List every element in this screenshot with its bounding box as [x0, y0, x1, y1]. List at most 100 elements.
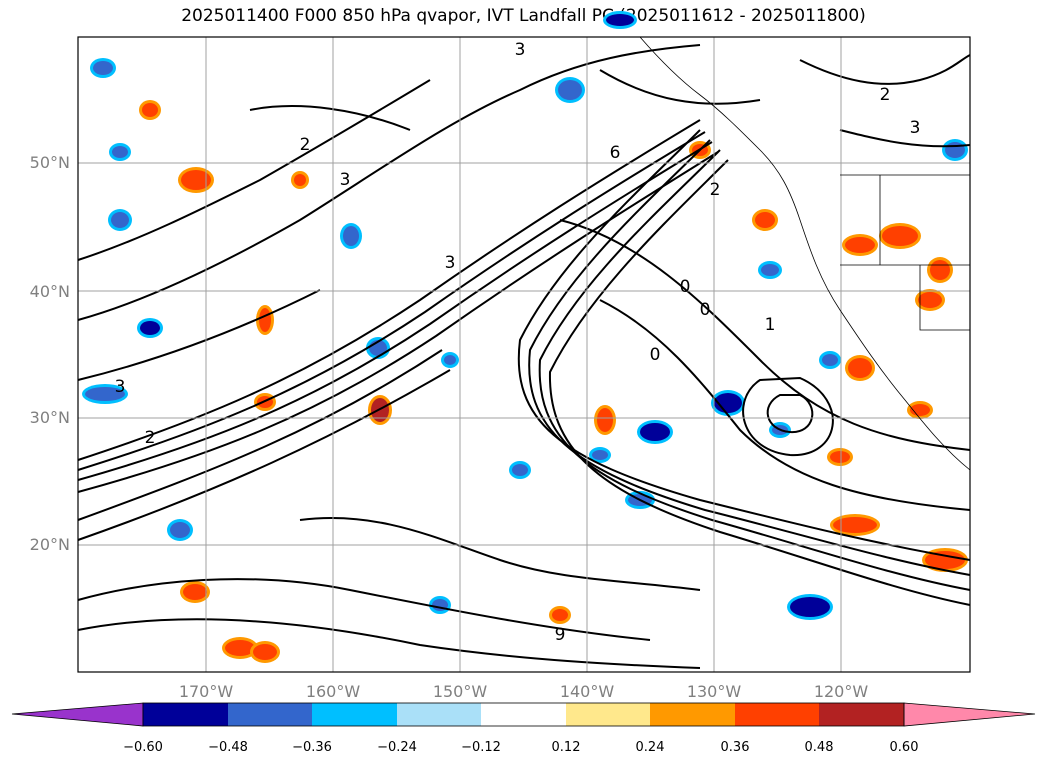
- lat-label-30n: 30°N: [30, 408, 70, 427]
- shading-patch: [830, 451, 850, 463]
- longitude-labels: 170°W 160°W 150°W 140°W 130°W 120°W: [179, 682, 869, 701]
- contour-line: [77, 151, 719, 493]
- shading-patch: [93, 61, 113, 75]
- colorbar-bin-4: [397, 703, 481, 726]
- shading-patch: [294, 174, 306, 186]
- shading-patch: [790, 597, 830, 617]
- colorbar-extend-high: [903, 702, 1036, 727]
- shading-patch: [597, 408, 613, 432]
- contour-value-label: 0: [650, 345, 661, 365]
- shading-patch: [183, 584, 207, 600]
- contour-line: [599, 299, 971, 511]
- contour-line: [528, 139, 971, 576]
- ivt-contours: [77, 44, 971, 669]
- colorbar-bin-6: [566, 703, 650, 726]
- lat-label-20n: 20°N: [30, 535, 70, 554]
- colorbar-bin-1: [143, 703, 228, 726]
- contour-value-label: 2: [300, 135, 311, 155]
- shading-patch: [592, 450, 608, 460]
- colorbar-frame: [142, 702, 905, 727]
- shading-patch: [552, 609, 568, 621]
- contour-line: [299, 517, 701, 591]
- contour-line: [77, 349, 443, 521]
- colorbar-bin-9: [819, 703, 904, 726]
- lon-label-140w: 140°W: [560, 682, 615, 701]
- colorbar-tick-label: 0.60: [890, 740, 919, 755]
- contour-line: [559, 219, 971, 451]
- coastline-path: [639, 36, 971, 471]
- contour-value-label: 2: [880, 85, 891, 105]
- contour-line: [77, 119, 701, 461]
- shading-patch: [140, 321, 160, 335]
- state-borders: [840, 174, 970, 331]
- colorbar-bin-7: [650, 703, 735, 726]
- colorbar-bin-2: [228, 703, 312, 726]
- shading-patch: [833, 517, 877, 533]
- shading-patch: [181, 170, 211, 190]
- contour-line: [77, 618, 701, 669]
- contour-line: [77, 369, 451, 541]
- colorbar: −0.60 −0.48 −0.36 −0.24 −0.12 0.12 0.24 …: [11, 702, 1036, 755]
- contour-value-label: 3: [910, 118, 921, 138]
- contour-value-label: 9: [555, 625, 566, 645]
- shading-patch: [930, 260, 950, 280]
- contour-value-label: 6: [610, 143, 621, 163]
- lat-label-50n: 50°N: [30, 153, 70, 172]
- contour-line: [766, 394, 814, 434]
- shading-patch: [558, 80, 582, 100]
- shading-patch: [755, 212, 775, 228]
- contour-value-label: 1: [765, 315, 776, 335]
- colorbar-tick-label: 0.48: [805, 740, 834, 755]
- contour-value-label: 3: [445, 253, 456, 273]
- contour-line: [77, 578, 651, 641]
- shading-patch: [918, 292, 942, 308]
- contour-line: [77, 141, 713, 481]
- shading-patch: [259, 308, 271, 332]
- colorbar-tick-label: −0.12: [461, 740, 501, 755]
- contour-line: [77, 44, 701, 321]
- contour-line: [517, 129, 971, 561]
- contour-value-label: 2: [710, 180, 721, 200]
- shading-patch: [925, 551, 965, 569]
- contour-line: [77, 289, 321, 381]
- contour-line: [799, 54, 971, 85]
- graticule: [78, 37, 970, 672]
- colorbar-bin-5: [481, 703, 566, 726]
- shading-patch: [512, 464, 528, 476]
- shading-patch: [640, 423, 670, 441]
- lon-label-170w: 170°W: [179, 682, 234, 701]
- contour-value-label: 3: [115, 377, 126, 397]
- contour-value-label: 3: [515, 40, 526, 60]
- colorbar-tick-label: −0.24: [377, 740, 417, 755]
- contour-value-label: 3: [340, 170, 351, 190]
- lon-label-150w: 150°W: [433, 682, 488, 701]
- shading-patch: [606, 14, 634, 26]
- lon-label-120w: 120°W: [814, 682, 869, 701]
- contour-line: [77, 79, 431, 261]
- colorbar-tick-label: 0.12: [552, 740, 581, 755]
- contour-line: [548, 159, 971, 606]
- contour-value-label: 0: [700, 300, 711, 320]
- shading-patch: [848, 358, 872, 378]
- colorbar-bin-8: [735, 703, 819, 726]
- shading-patch: [253, 644, 277, 660]
- contour-line: [77, 131, 706, 471]
- shading-patch: [142, 103, 158, 117]
- contour-line: [742, 376, 834, 457]
- shading-patch: [882, 226, 918, 246]
- map-title: 2025011400 F000 850 hPa qvapor, IVT Land…: [181, 6, 866, 26]
- colorbar-tick-label: 0.36: [721, 740, 750, 755]
- shading-patch: [170, 522, 190, 538]
- latitude-labels: 50°N 40°N 30°N 20°N: [30, 153, 70, 554]
- contour-line: [839, 129, 971, 148]
- shading-patch: [343, 226, 359, 246]
- shading-patch: [845, 237, 875, 253]
- contour-line: [599, 69, 761, 105]
- map-frame: [77, 36, 971, 673]
- colorbar-extend-low: [11, 702, 144, 727]
- shading-patch: [111, 212, 129, 228]
- colorbar-tick-label: 0.24: [636, 740, 665, 755]
